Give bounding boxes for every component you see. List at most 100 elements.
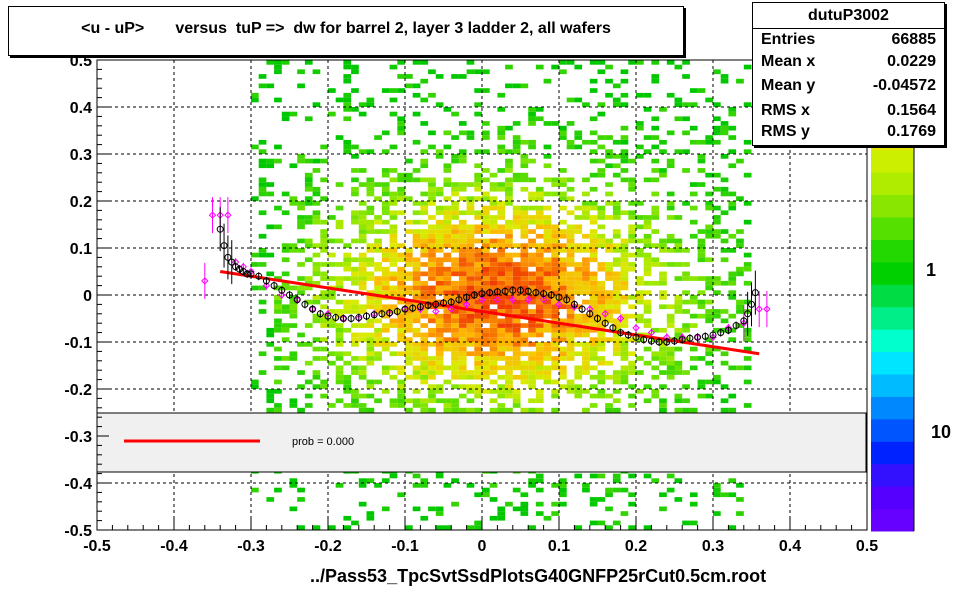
heat-cell [358,219,367,225]
heat-cell [358,356,367,361]
heat-cell [366,276,375,281]
heat-cell [482,121,490,126]
heat-cell [736,304,744,310]
heat-cell [474,111,482,117]
heat-cell [466,407,475,413]
heat-cell [405,158,413,164]
color-scale-segment [871,149,914,173]
magenta-profile-point [601,310,609,318]
heat-cell [366,323,375,328]
heat-cell [659,304,667,310]
heat-cell [405,83,413,89]
heat-cell [428,384,436,389]
black-profile-point [655,338,663,346]
heat-cell [597,205,606,211]
heat-cell [682,327,690,333]
black-profile-point [532,289,540,297]
heat-cell [612,97,621,103]
heat-cell [381,252,390,258]
heat-cell [412,295,421,300]
heat-cell [428,243,436,248]
heat-cell [512,285,521,291]
heat-cell [689,295,698,300]
heat-cell [389,398,398,404]
heat-cell [489,407,498,413]
heat-cell [320,337,328,342]
heat-cell [566,318,575,324]
heat-cell [528,360,536,366]
heat-cell [743,172,752,178]
heat-cell [351,280,359,286]
heat-cell [397,290,405,295]
black-profile-point [647,337,655,345]
heat-cell [551,393,559,399]
heat-cell [535,323,544,328]
heat-cell [520,290,529,295]
heat-cell [728,125,737,131]
heat-cell [728,201,737,206]
heat-cell [543,154,552,159]
heat-cell [397,121,405,126]
heat-cell [659,360,667,366]
heat-cell [643,135,652,140]
heat-cell [559,299,567,305]
heat-cell [366,379,375,385]
heat-cell [451,233,459,239]
black-profile-point [640,336,648,344]
heat-cell [304,172,313,178]
heat-cell [559,191,567,197]
heat-cell [682,276,690,281]
heat-cell [266,393,275,399]
heat-cell [651,205,660,211]
heat-cell [636,238,644,244]
heat-cell [405,342,413,347]
heat-cell [597,233,606,239]
heat-cell [343,78,352,84]
black-profile-point [509,286,517,294]
heat-cell [605,487,613,493]
heat-cell [651,116,660,122]
heat-cell [559,351,567,357]
heat-cell [528,158,536,164]
heat-cell [628,201,636,206]
heat-cell [620,238,629,244]
heat-cell [566,224,575,230]
black-profile-point [316,310,324,318]
heat-cell [713,116,721,122]
heat-cell [597,215,606,220]
heat-cell [728,478,737,483]
stats-value: 0.1769 [887,123,936,140]
heat-cell [474,374,482,380]
heat-cell [466,304,475,310]
heat-cell [559,285,567,291]
heat-cell [297,201,305,206]
heat-cell [358,407,367,413]
heat-cell [728,149,737,154]
heat-cell [574,243,583,248]
heat-cell [489,201,498,206]
x-tick-label: 0.4 [779,538,801,555]
heat-cell [520,285,529,291]
heat-cell [466,266,475,272]
heat-cell [497,135,506,140]
heat-cell [512,205,521,211]
heat-cell [458,285,467,291]
heat-cell [474,327,482,333]
heat-cell [489,219,498,225]
heat-cell [535,186,544,192]
heat-cell [589,304,598,310]
heat-cell [351,271,359,277]
heat-cell [512,365,521,371]
heat-cell [435,313,444,319]
heat-cell [497,144,506,150]
heat-cell [574,144,583,150]
heat-cell [258,186,267,192]
heat-cell [651,177,660,183]
heat-cell [628,403,636,408]
heat-cell [728,107,737,112]
heat-cell [482,229,490,234]
heat-cell [297,158,305,164]
heat-cell [505,389,513,394]
heat-cell [274,403,282,408]
black-profile-point [262,277,270,285]
